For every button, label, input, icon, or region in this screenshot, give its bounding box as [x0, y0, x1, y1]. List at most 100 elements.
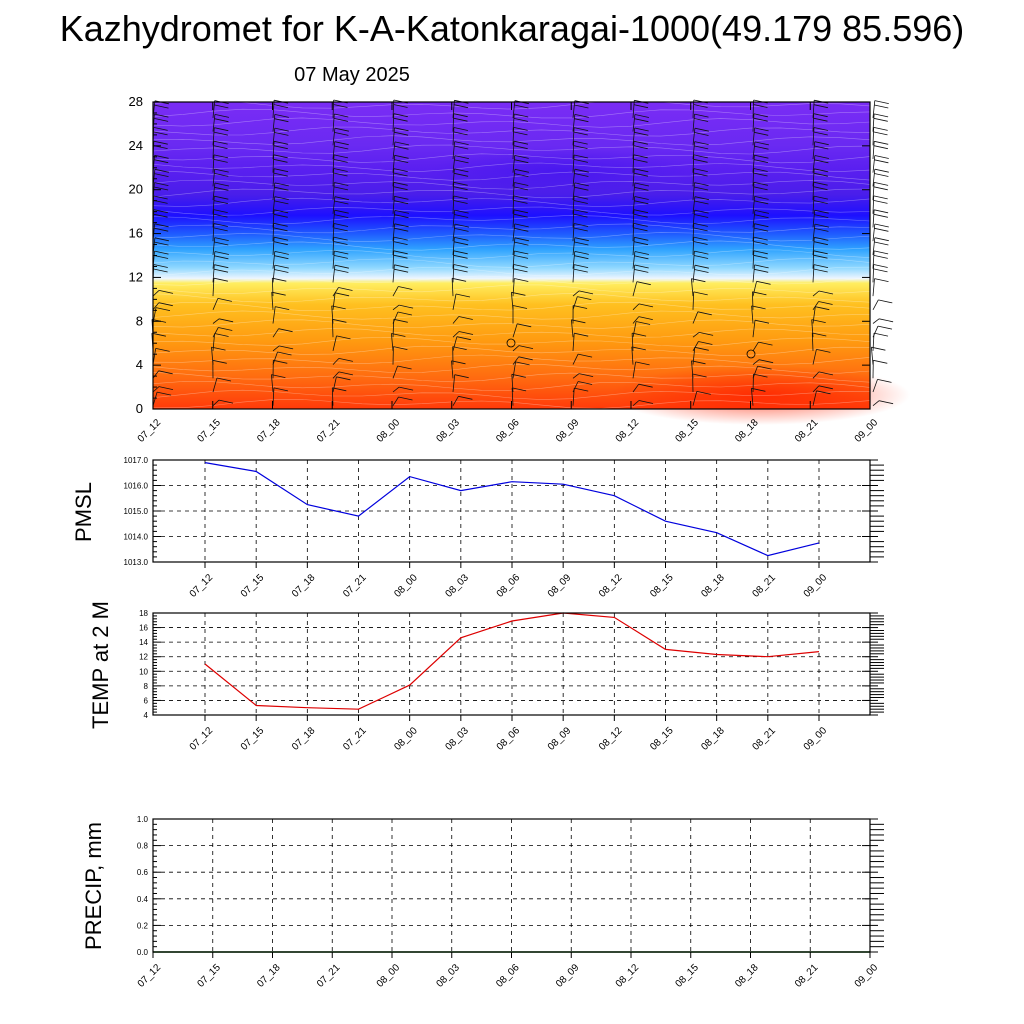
wind-barb-shaft [812, 100, 815, 118]
wind-barb-feather [514, 155, 529, 159]
wind-barb-feather [634, 236, 649, 241]
contour-line [152, 214, 871, 225]
contour-lines [152, 100, 871, 409]
wind-barb-feather [513, 131, 528, 136]
x-tick-label: 08_09 [554, 417, 582, 445]
x-tick-label: 07_15 [195, 962, 223, 990]
wind-barb-shaft [572, 223, 575, 242]
contour-line [152, 126, 871, 137]
y-tick-label: 0 [136, 401, 143, 416]
wind-barb-shaft [331, 387, 334, 406]
wind-barb-shaft [812, 237, 815, 256]
wind-barb-shaft [512, 182, 515, 201]
wind-barb-shaft [512, 169, 516, 187]
x-tick-label: 08_12 [597, 572, 625, 600]
wind-barb-shaft [392, 264, 395, 283]
wind-barb-shaft [872, 127, 875, 146]
y-tick-label: 12 [139, 653, 148, 662]
wind-barb-feather [694, 113, 709, 118]
wind-barb-feather [874, 250, 889, 255]
wind-barb-feather [694, 196, 709, 201]
wind-barb-feather [393, 254, 408, 259]
wind-barb-shaft [452, 293, 457, 310]
wind-barb-shaft [511, 374, 514, 393]
wind-barb-shaft [392, 237, 395, 256]
contour-line [152, 197, 871, 208]
wind-barb-shaft [631, 333, 634, 351]
wind-barb-feather [693, 227, 708, 232]
wind-barb-feather [458, 316, 473, 320]
x-tick-label: 09_00 [853, 417, 881, 445]
wind-barb-shaft [212, 264, 215, 283]
wind-barb-feather [813, 117, 828, 122]
x-tick-label: 07_18 [290, 572, 318, 600]
wind-barb-shaft [272, 306, 276, 324]
wind-barb-feather [573, 213, 588, 218]
wind-barb-shaft [512, 155, 516, 173]
wind-barb-shaft [392, 210, 396, 228]
wind-barb-shaft [212, 114, 216, 132]
wind-barb-feather [274, 269, 289, 273]
wind-barb-feather [813, 113, 828, 118]
wind-barb-feather [453, 117, 468, 122]
wind-barb-shaft [271, 278, 274, 297]
wind-barb-shaft [752, 359, 760, 365]
wind-barb-shaft [452, 331, 460, 338]
wind-barb-feather [753, 236, 768, 241]
y-tick-label: 1.0 [137, 815, 149, 824]
wind-barb-feather [754, 127, 769, 132]
contour-line [152, 354, 871, 365]
x-tick-label: 09_00 [802, 725, 830, 753]
wind-barb-shaft [572, 388, 575, 406]
wind-barb-shaft [691, 278, 694, 297]
y-tick-label: 14 [139, 638, 148, 647]
y-tick-label: 16 [139, 624, 148, 633]
wind-barb-feather [154, 118, 169, 122]
wind-barb-shaft [512, 195, 515, 214]
wind-barb-shaft [212, 100, 216, 118]
y-tick-label: 12 [129, 269, 143, 284]
wind-barb-feather [153, 268, 168, 273]
wind-barb-shaft [212, 237, 216, 256]
wind-barb-feather [754, 141, 769, 146]
wind-barb-feather [634, 264, 649, 269]
wind-barb-feather [573, 305, 588, 309]
wind-barb-feather [574, 154, 589, 159]
wind-barb-feather [694, 209, 709, 214]
wind-barb-feather [513, 195, 528, 200]
wind-barb-feather [578, 290, 594, 295]
wind-barb-feather [454, 172, 469, 177]
wind-barb-feather [638, 316, 653, 320]
temp-y-axis: 4 6 8 10 12 14 16 18 [139, 609, 884, 720]
wind-barb-feather [694, 145, 709, 150]
x-tick-label: 07_18 [255, 962, 283, 990]
wind-barb-feather [334, 141, 349, 146]
wind-barb-shaft [872, 250, 875, 269]
wind-barb-feather [578, 381, 593, 385]
wind-barb-feather [814, 145, 829, 150]
wind-barb-feather [574, 104, 589, 109]
wind-barb-feather [754, 268, 769, 273]
wind-barb-feather [271, 291, 286, 296]
wind-barb-feather [873, 200, 888, 204]
x-tick-label: 08_15 [648, 572, 676, 600]
wind-barb-shaft [272, 196, 276, 214]
x-tick-label: 08_15 [648, 725, 676, 753]
wind-barb-feather [754, 196, 769, 200]
wind-barb-feather [874, 113, 889, 118]
wind-barb-feather [158, 386, 174, 390]
contour-line [152, 257, 871, 268]
wind-barb-feather [574, 182, 589, 187]
wind-barb-shaft [272, 328, 279, 338]
wind-barb-feather [873, 186, 888, 191]
x-tick-label: 09_00 [853, 962, 881, 990]
contour-line [152, 135, 871, 146]
wind-barb-feather [754, 264, 769, 269]
wind-barb-shaft [392, 141, 396, 160]
wind-barb-feather [333, 186, 349, 191]
wind-barb-feather [273, 154, 288, 159]
wind-barb-feather [634, 196, 649, 200]
wind-barb-feather [634, 186, 649, 191]
wind-barb-feather [453, 127, 468, 131]
wind-barb-shaft [572, 296, 578, 310]
